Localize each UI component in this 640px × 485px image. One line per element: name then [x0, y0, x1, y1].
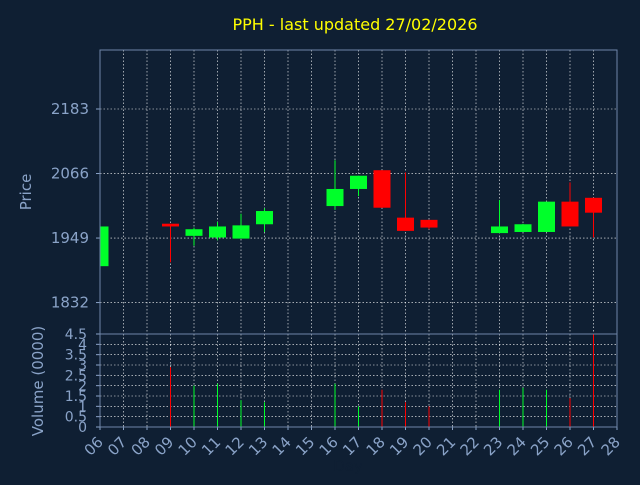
- x-tick-label: 15: [292, 433, 318, 459]
- x-tick-label: 12: [222, 433, 248, 459]
- x-tick-label: 06: [81, 433, 107, 459]
- volume-tick-label: 1: [78, 399, 87, 415]
- candle-body: [420, 219, 438, 228]
- x-tick-label: 18: [363, 433, 389, 459]
- x-tick-label: 20: [410, 433, 436, 459]
- volume-tick-label: 4.5: [65, 327, 87, 343]
- x-tick-label: 16: [316, 433, 342, 459]
- x-tick-label: 26: [551, 433, 577, 459]
- candle-body: [185, 229, 203, 236]
- price-tick-label: 1832: [51, 294, 89, 312]
- candle-body: [350, 175, 367, 189]
- candle-body: [514, 224, 532, 232]
- x-tick-label: 24: [504, 433, 530, 459]
- volume-tick-label: 2: [78, 379, 87, 395]
- candle-body: [326, 188, 344, 207]
- volume-tick-label: 2.5: [65, 368, 87, 384]
- price-axis-label: Price: [17, 174, 35, 211]
- volume-bars: [170, 334, 594, 427]
- candle-body: [538, 201, 555, 232]
- x-tick-label: 10: [175, 433, 201, 459]
- volume-tick-label: 0: [78, 420, 87, 436]
- volume-tick-label: 3.5: [65, 348, 87, 364]
- x-tick-label: 08: [128, 433, 154, 459]
- plot-frames: [96, 49, 618, 430]
- chart-title: PPH - last updated 27/02/2026: [232, 15, 477, 34]
- x-tick-label: 19: [386, 433, 412, 459]
- price-tick-label: 2183: [51, 100, 89, 118]
- candle-body: [373, 170, 391, 208]
- x-tick-label: 17: [339, 433, 365, 459]
- price-tick-label: 1949: [51, 229, 89, 247]
- x-tick-label: 14: [269, 433, 295, 459]
- x-axis-label: Day: [333, 457, 363, 475]
- volume-panel-frame: [99, 333, 618, 428]
- candle-body: [491, 226, 508, 234]
- candle-body: [209, 226, 226, 238]
- volume-tick-label: 0.5: [65, 410, 87, 426]
- x-tick-label: 23: [480, 433, 506, 459]
- candles: [99, 160, 602, 267]
- grid-layer: [100, 50, 617, 427]
- candle-body: [256, 211, 273, 225]
- x-tick-label: 27: [574, 433, 600, 459]
- x-tick-label: 07: [104, 433, 130, 459]
- x-tick-label: 25: [527, 433, 553, 459]
- x-tick-label: 28: [598, 433, 624, 459]
- x-tick-label: 13: [245, 433, 271, 459]
- candle-body: [162, 223, 179, 227]
- candle-body: [585, 197, 602, 213]
- volume-axis-label: Volume (0000): [29, 326, 47, 436]
- volume-tick-label: 1.5: [65, 389, 87, 405]
- volume-tick-label: 4: [78, 337, 87, 353]
- axis-labels: 1832 1949 2066 2183 00.511.522.533.544.5 0607…: [51, 100, 624, 459]
- candle-body: [100, 226, 109, 267]
- candle-body: [561, 201, 579, 227]
- price-tick-label: 2066: [51, 165, 89, 183]
- x-tick-label: 22: [457, 433, 483, 459]
- volume-tick-label: 3: [78, 358, 87, 374]
- x-tick-label: 09: [151, 433, 177, 459]
- x-tick-label: 11: [198, 433, 224, 459]
- x-tick-label: 21: [433, 433, 459, 459]
- candle-body: [397, 217, 414, 231]
- candle-body: [232, 225, 250, 239]
